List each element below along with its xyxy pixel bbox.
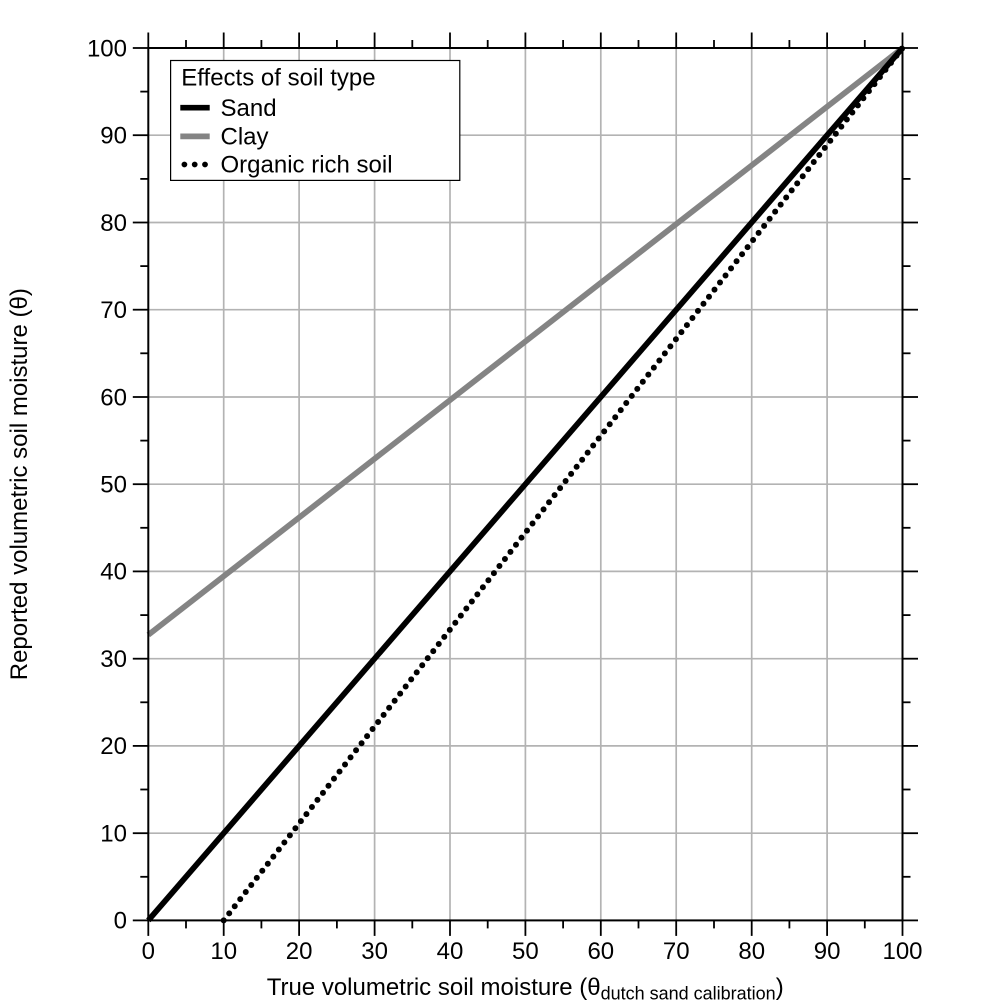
svg-text:0: 0 bbox=[142, 938, 155, 965]
svg-text:30: 30 bbox=[100, 646, 127, 673]
svg-text:80: 80 bbox=[100, 210, 127, 237]
svg-text:30: 30 bbox=[361, 938, 388, 965]
svg-text:80: 80 bbox=[738, 938, 765, 965]
svg-text:70: 70 bbox=[100, 297, 127, 324]
svg-text:10: 10 bbox=[100, 821, 127, 848]
svg-text:50: 50 bbox=[512, 938, 539, 965]
svg-text:90: 90 bbox=[814, 938, 841, 965]
svg-text:20: 20 bbox=[100, 733, 127, 760]
svg-text:20: 20 bbox=[286, 938, 313, 965]
svg-text:70: 70 bbox=[663, 938, 690, 965]
svg-text:40: 40 bbox=[100, 559, 127, 586]
svg-text:Organic rich soil: Organic rich soil bbox=[221, 152, 393, 179]
svg-text:Clay: Clay bbox=[221, 124, 269, 151]
svg-text:90: 90 bbox=[100, 123, 127, 150]
svg-text:100: 100 bbox=[882, 938, 922, 965]
svg-text:50: 50 bbox=[100, 472, 127, 499]
svg-text:60: 60 bbox=[100, 384, 127, 411]
svg-text:40: 40 bbox=[437, 938, 464, 965]
svg-text:60: 60 bbox=[587, 938, 614, 965]
svg-text:Effects of soil type: Effects of soil type bbox=[181, 65, 375, 92]
svg-text:10: 10 bbox=[210, 938, 237, 965]
svg-text:100: 100 bbox=[87, 35, 127, 62]
svg-text:True volumetric soil moisture: True volumetric soil moisture (θdutch sa… bbox=[267, 974, 784, 1004]
svg-text:Sand: Sand bbox=[221, 95, 277, 122]
svg-text:Reported volumetric soil moist: Reported volumetric soil moisture (θ) bbox=[6, 288, 33, 680]
svg-text:0: 0 bbox=[114, 908, 127, 935]
